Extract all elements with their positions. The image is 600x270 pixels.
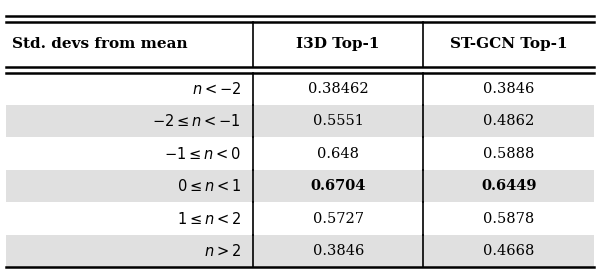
FancyBboxPatch shape: [6, 73, 594, 105]
Text: 0.3846: 0.3846: [483, 82, 535, 96]
FancyBboxPatch shape: [6, 22, 594, 67]
Text: 0.648: 0.648: [317, 147, 359, 161]
Text: $-2 \leq n < -1$: $-2 \leq n < -1$: [152, 113, 241, 129]
Text: 0.4668: 0.4668: [483, 244, 535, 258]
Text: $-1 \leq n < 0$: $-1 \leq n < 0$: [164, 146, 241, 162]
Text: 0.5878: 0.5878: [483, 212, 535, 226]
Text: 0.6704: 0.6704: [311, 179, 366, 193]
FancyBboxPatch shape: [6, 105, 594, 137]
Text: 0.5888: 0.5888: [483, 147, 535, 161]
Text: I3D Top-1: I3D Top-1: [296, 37, 380, 51]
Text: $n < -2$: $n < -2$: [192, 81, 241, 97]
Text: ST-GCN Top-1: ST-GCN Top-1: [450, 37, 568, 51]
Text: 0.38462: 0.38462: [308, 82, 368, 96]
FancyBboxPatch shape: [6, 235, 594, 267]
Text: 0.6449: 0.6449: [481, 179, 536, 193]
FancyBboxPatch shape: [6, 202, 594, 235]
Text: 0.3846: 0.3846: [313, 244, 364, 258]
FancyBboxPatch shape: [6, 137, 594, 170]
Text: 0.4862: 0.4862: [483, 114, 535, 128]
Text: 0.5727: 0.5727: [313, 212, 364, 226]
Text: $1 \leq n < 2$: $1 \leq n < 2$: [177, 211, 241, 227]
Text: 0.5551: 0.5551: [313, 114, 364, 128]
Text: $0 \leq n < 1$: $0 \leq n < 1$: [177, 178, 241, 194]
Text: $n > 2$: $n > 2$: [204, 243, 241, 259]
FancyBboxPatch shape: [6, 170, 594, 202]
Text: Std. devs from mean: Std. devs from mean: [12, 37, 188, 51]
